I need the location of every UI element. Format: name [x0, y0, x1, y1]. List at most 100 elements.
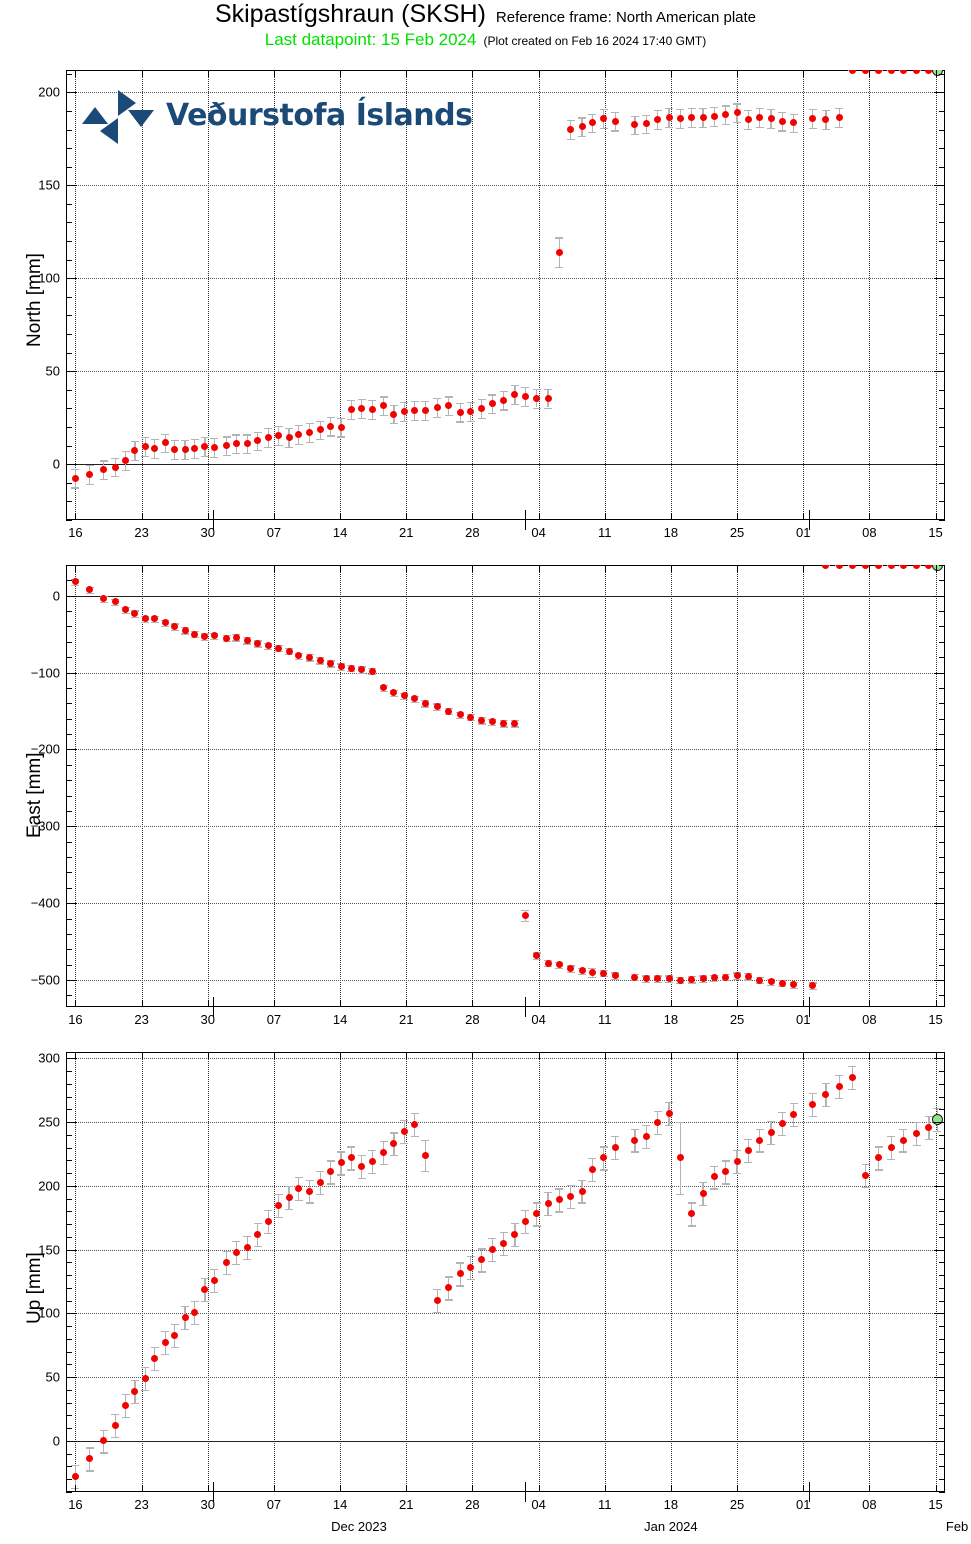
error-bar-cap — [347, 1146, 356, 1148]
data-point — [368, 1158, 376, 1166]
gridline-horizontal — [66, 672, 945, 674]
error-bar-cap — [578, 117, 587, 119]
error-bar-cap — [368, 1173, 377, 1175]
y-axis-label: −200 — [30, 741, 60, 757]
month-label: Feb 2024 — [945, 1519, 971, 1534]
x-axis-tick — [273, 1000, 275, 1007]
x-axis-label: 04 — [531, 1012, 546, 1027]
gridline-vertical — [538, 565, 540, 1007]
error-bar-cap — [253, 1245, 262, 1248]
error-bar-cap — [389, 695, 398, 697]
data-point — [642, 120, 650, 128]
plot-area-up — [66, 1052, 945, 1492]
gridline-vertical — [75, 1052, 77, 1492]
data-point — [306, 653, 314, 661]
x-axis-tick — [538, 70, 540, 77]
data-point — [688, 975, 696, 983]
data-point — [411, 1121, 419, 1129]
data-point — [295, 430, 302, 438]
error-bar-cap — [477, 723, 486, 725]
y-axis-tick — [66, 427, 72, 429]
error-bar-cap — [181, 633, 190, 635]
y-axis-tick — [66, 1224, 72, 1226]
error-bar-cap — [285, 427, 294, 430]
y-axis-tick — [939, 296, 945, 298]
error-bar-cap — [421, 400, 430, 403]
error-bar-cap — [200, 437, 209, 439]
error-bar-cap — [477, 1271, 486, 1273]
error-bar-cap — [808, 127, 817, 129]
x-axis-tick — [406, 1052, 408, 1059]
data-point — [306, 1187, 314, 1195]
error-bar-cap — [181, 1328, 190, 1330]
error-bar-cap — [653, 128, 662, 130]
y-axis-label: 0 — [52, 588, 60, 604]
data-point — [588, 968, 596, 976]
data-point — [327, 1168, 335, 1176]
error-bar-cap — [611, 1136, 620, 1138]
error-bar-cap — [687, 108, 696, 110]
last-datapoint-marker — [931, 70, 943, 76]
error-bar-cap — [305, 1202, 314, 1204]
data-point — [161, 1339, 169, 1347]
y-axis-tick — [939, 408, 945, 410]
y-axis-tick — [934, 749, 945, 751]
x-axis-tick — [141, 513, 143, 520]
error-bar-cap — [466, 420, 475, 422]
data-point — [478, 1256, 486, 1264]
last-datapoint-marker — [931, 1114, 943, 1126]
y-axis-tick — [939, 445, 945, 447]
error-bar-cap — [630, 1151, 639, 1153]
data-point — [171, 1331, 179, 1339]
x-axis-tick — [869, 1052, 871, 1059]
x-axis-tick — [75, 70, 77, 77]
x-axis-label: 23 — [134, 525, 149, 540]
x-axis-label: 16 — [68, 1012, 83, 1027]
error-bar-cap — [347, 418, 356, 420]
gridline-horizontal — [66, 185, 945, 187]
x-axis-label: 18 — [663, 1012, 679, 1027]
x-axis-tick — [604, 513, 606, 520]
data-point — [445, 1284, 453, 1292]
error-bar-cap — [699, 1182, 708, 1184]
y-axis-tick — [66, 129, 72, 131]
x-axis-tick — [869, 70, 871, 77]
error-bar-cap — [121, 612, 130, 614]
error-bar-cap — [264, 1233, 273, 1235]
error-bar-cap — [232, 1263, 241, 1265]
error-bar-cap — [200, 1277, 209, 1279]
error-bar-cap — [71, 468, 80, 471]
y-axis-tick — [66, 296, 72, 298]
error-bar-cap — [721, 1160, 730, 1162]
error-bar-cap — [566, 120, 575, 122]
error-bar-cap — [778, 986, 787, 988]
error-bar-cap — [456, 1262, 465, 1264]
x-axis-tick — [604, 70, 606, 77]
error-bar-cap — [200, 1300, 209, 1302]
y-axis-tick — [66, 1122, 77, 1124]
y-axis-tick — [66, 703, 72, 705]
x-axis-tick — [869, 1485, 871, 1492]
error-bar-cap — [789, 1125, 798, 1128]
data-point — [380, 684, 388, 692]
gridline-vertical — [737, 565, 739, 1007]
x-axis-label: 04 — [531, 525, 546, 540]
y-axis-tick — [939, 1198, 945, 1200]
error-bar-cap — [121, 469, 130, 471]
y-axis-tick — [66, 1109, 72, 1111]
data-point — [254, 639, 262, 647]
x-axis-tick — [141, 1000, 143, 1007]
data-point — [254, 1230, 262, 1238]
data-point — [925, 565, 933, 569]
error-bar-cap — [121, 1416, 130, 1418]
x-axis-tick — [141, 70, 143, 77]
data-point — [567, 1192, 575, 1200]
y-axis-tick — [66, 657, 72, 659]
error-bar-cap — [721, 980, 730, 982]
y-axis-tick — [934, 672, 945, 674]
error-bar-cap — [85, 483, 94, 485]
error-bar-cap — [665, 1124, 673, 1126]
x-axis-label: 01 — [795, 1012, 811, 1027]
y-axis-tick — [939, 734, 945, 736]
y-axis-tick — [66, 1185, 77, 1187]
